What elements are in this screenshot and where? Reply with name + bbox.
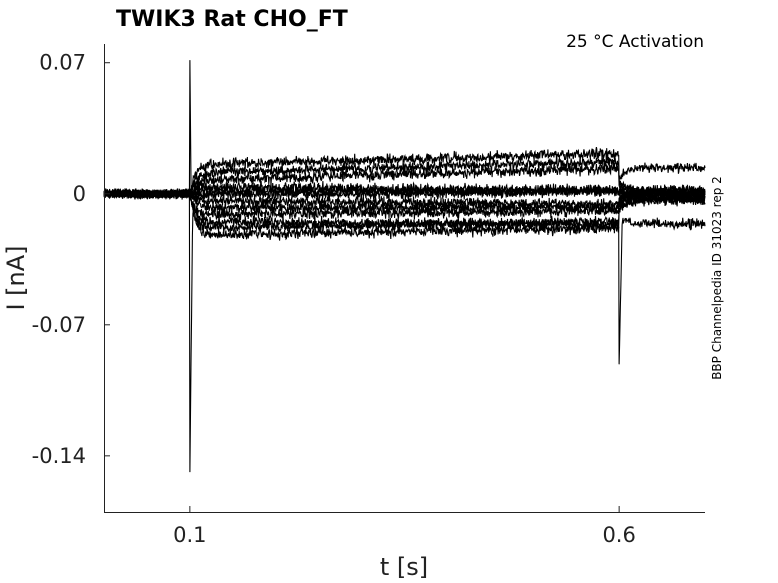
y-axis-label: I [nA] xyxy=(2,245,30,310)
current-trace xyxy=(103,188,706,473)
current-trace xyxy=(103,188,706,211)
y-ticks-group: 0.07 0 -0.07 -0.14 xyxy=(32,51,110,468)
current-trace xyxy=(103,60,706,200)
x-ticks-group: 0.1 0.6 xyxy=(173,506,636,547)
y-tick-label: -0.14 xyxy=(32,444,86,468)
traces-group xyxy=(103,60,706,473)
current-trace xyxy=(103,184,706,201)
x-axis-label: t [s] xyxy=(380,553,428,581)
channelpedia-id-note: BBP Channelpedia ID 31023 rep 2 xyxy=(710,176,724,380)
current-trace xyxy=(103,188,706,215)
y-tick-label: 0.07 xyxy=(39,51,86,75)
x-tick-label: 0.6 xyxy=(602,523,635,547)
temperature-annotation: 25 °C Activation xyxy=(566,32,704,52)
y-tick-label: 0 xyxy=(73,182,86,206)
chart-title: TWIK3 Rat CHO_FT xyxy=(116,7,348,32)
y-tick-label: -0.07 xyxy=(32,313,86,337)
x-tick-label: 0.1 xyxy=(173,523,206,547)
current-trace xyxy=(103,162,706,199)
current-trace xyxy=(103,188,706,234)
